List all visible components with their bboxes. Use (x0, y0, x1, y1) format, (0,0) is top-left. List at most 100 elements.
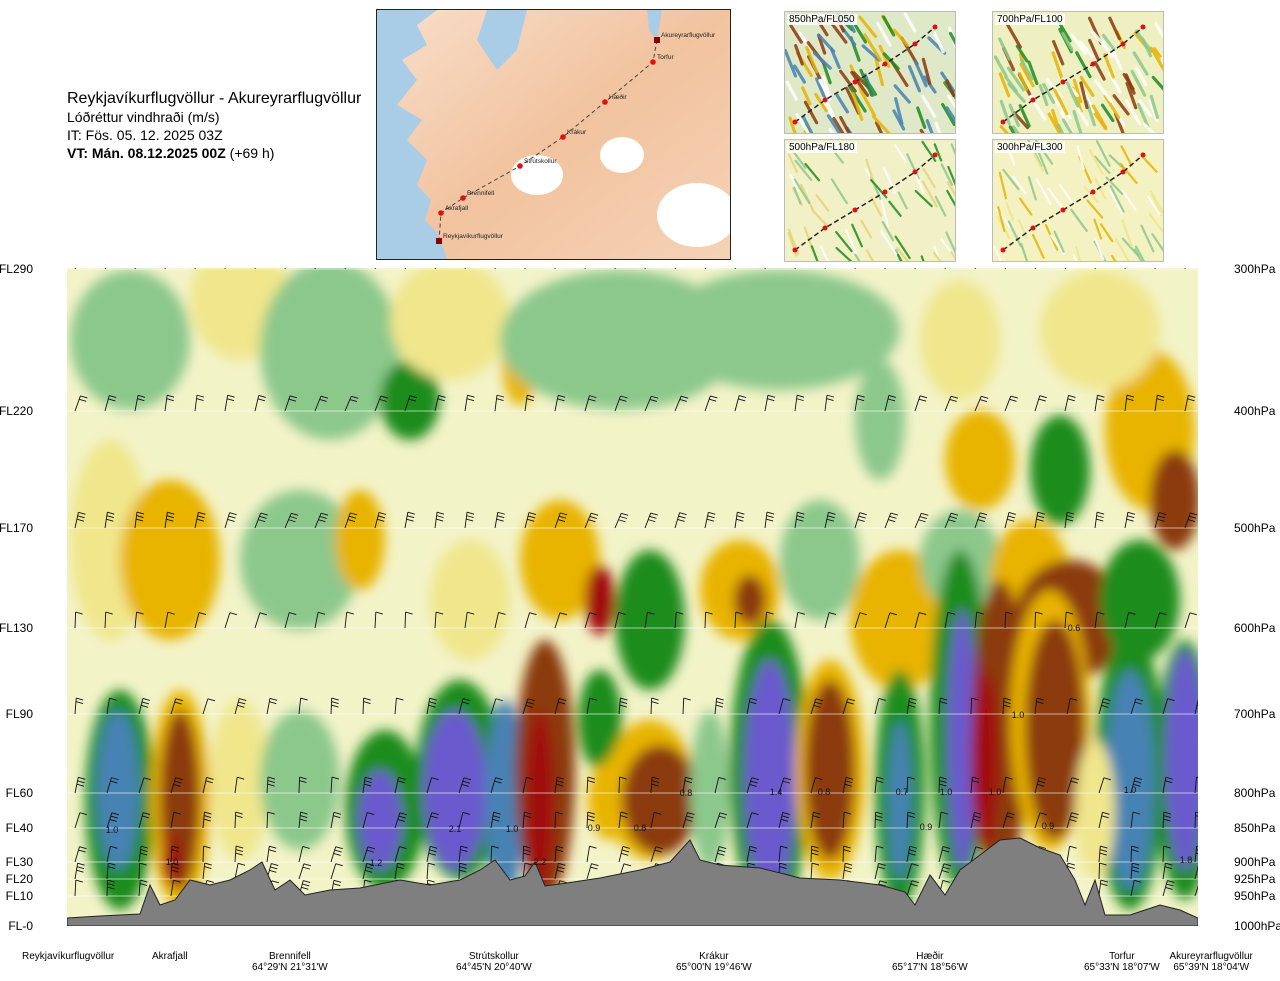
map-station-marker (460, 195, 466, 201)
wind-barb (1002, 697, 1011, 715)
wind-cell (945, 410, 1015, 510)
thumbnail-300-label: 300hPa/FL300 (995, 142, 1065, 153)
wind-cell (260, 268, 400, 440)
station-coord: 65°17'N 18°56'W (892, 962, 968, 973)
right-axis-label: 925hPa (1234, 872, 1276, 886)
wind-barb (426, 812, 439, 829)
wind-barb (104, 268, 106, 270)
wind-barb (734, 395, 747, 412)
right-axis-label: 700hPa (1234, 707, 1276, 721)
wind-barb (854, 612, 867, 629)
station-label: Brennifell 64°29'N 21°31'W (252, 951, 328, 973)
wind-barb (914, 512, 929, 529)
wind-barb (314, 611, 326, 629)
wind-barb (906, 845, 917, 863)
wind-cell (971, 670, 999, 850)
wind-barb (1094, 268, 1096, 270)
left-axis-label: FL20 (6, 872, 34, 886)
wind-cell (734, 575, 766, 625)
wind-barb (524, 268, 526, 270)
wind-barb (164, 611, 175, 629)
wind-barb (330, 811, 342, 829)
wind-barb (794, 268, 796, 270)
value-annotation: 1.0 (1124, 785, 1137, 795)
thumbnail-850[interactable]: 850hPa/FL050 (783, 11, 965, 159)
wind-barb (234, 862, 246, 880)
wind-barb (224, 268, 226, 270)
wind-barb (842, 845, 851, 863)
wind-cell (805, 680, 855, 860)
right-axis-label: 500hPa (1234, 521, 1276, 535)
wind-cell (485, 700, 525, 900)
value-annotation: 1.0 (1012, 710, 1025, 720)
wind-barb (464, 268, 466, 270)
wind-barb (138, 698, 150, 715)
wind-barb (458, 812, 471, 829)
wind-barb (714, 777, 726, 794)
wind-barb (362, 697, 371, 715)
wind-barb (194, 612, 207, 629)
wind-barb (1162, 862, 1173, 880)
wind-barb (586, 811, 595, 829)
wind-barb (106, 697, 117, 715)
wind-barb (778, 698, 791, 715)
wind-barb (974, 268, 976, 270)
right-axis-label: 850hPa (1234, 821, 1276, 835)
station-name: Akrafjall (152, 951, 188, 962)
wind-barb (584, 612, 597, 629)
wind-barb (202, 698, 216, 715)
wind-barb (74, 862, 85, 880)
wind-barb (778, 777, 792, 794)
wind-barb (764, 394, 776, 412)
thumbnail-500-label: 500hPa/FL180 (787, 142, 857, 153)
station-coord: 64°45'N 20°40'W (456, 962, 532, 973)
map-station-label: Akureyrarflugvöllur (661, 32, 716, 39)
wind-barb (104, 511, 115, 529)
wind-barb (1162, 698, 1175, 715)
wind-barb (202, 811, 212, 829)
wind-barb (362, 846, 376, 863)
wind-barb (842, 776, 854, 794)
wind-barb (202, 776, 214, 794)
wind-barb (554, 394, 566, 412)
wind-barb (330, 697, 339, 715)
wind-barb (494, 268, 496, 270)
wind-barb (194, 394, 205, 412)
terrain-profile (67, 837, 1198, 926)
thumbnail-300[interactable]: 300hPa/FL300 (992, 139, 1167, 281)
wind-barb (1194, 845, 1198, 863)
thumbnail-850-image (783, 12, 965, 159)
wind-barb (778, 811, 790, 829)
wind-barb (1154, 612, 1167, 629)
fjord (477, 10, 527, 70)
wind-barb (1064, 611, 1074, 629)
wind-barb (584, 395, 597, 412)
title-block: Reykjavíkurflugvöllur - Akureyrarflugvöl… (67, 90, 361, 162)
wind-barb (1004, 611, 1013, 629)
thumbnail-500[interactable]: 500hPa/FL180 (784, 139, 968, 278)
wind-barb (586, 697, 597, 715)
wind-barb (734, 268, 736, 270)
wind-barb (1194, 811, 1198, 829)
left-axis-label: FL170 (0, 521, 33, 535)
wind-cell (240, 490, 360, 630)
wind-cell (96, 710, 140, 870)
wind-barb (314, 268, 316, 270)
left-axis-label: FL-0 (8, 919, 33, 933)
wind-barb (1124, 611, 1136, 629)
map-station-marker (560, 134, 566, 140)
wind-barb (1124, 268, 1126, 270)
wind-barb (394, 776, 406, 794)
wind-barb (650, 846, 663, 863)
wind-barb (494, 511, 505, 529)
wind-cell (578, 670, 622, 770)
wind-barb (824, 268, 826, 270)
map-station-marker (436, 238, 442, 244)
wind-barb (164, 394, 175, 412)
wind-cell (210, 700, 270, 860)
map-station-label: Krákur (567, 129, 587, 136)
wind-barb (1162, 845, 1171, 863)
wind-barb (1154, 512, 1167, 529)
thumbnail-700[interactable]: 700hPa/FL100 (992, 11, 1172, 153)
map-station-marker (517, 163, 523, 169)
